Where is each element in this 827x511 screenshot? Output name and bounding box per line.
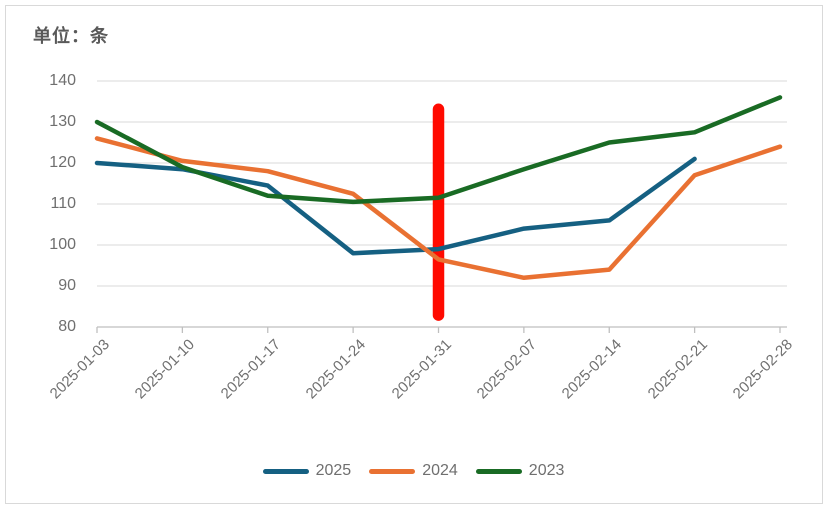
series-line-2025 xyxy=(94,156,697,256)
chart-title: 单位：条 xyxy=(33,26,109,46)
legend-swatch-2024 xyxy=(369,468,416,474)
legend-label: 2023 xyxy=(528,462,565,479)
legend-label: 2025 xyxy=(315,462,352,479)
legend-item-2025: 2025 xyxy=(262,462,352,480)
y-axis-label: 90 xyxy=(58,277,76,294)
y-axis-label: 140 xyxy=(49,72,76,89)
series-line-2023 xyxy=(94,95,783,205)
series-line-2024 xyxy=(94,136,783,281)
legend-item-2024: 2024 xyxy=(369,462,458,480)
y-axis-label: 80 xyxy=(58,318,76,335)
legend-item-2023: 2023 xyxy=(475,462,565,480)
y-axis-label: 130 xyxy=(49,113,76,130)
y-axis-label: 110 xyxy=(50,195,76,212)
legend: 2025 2024 2023 xyxy=(0,458,827,484)
y-axis-label: 120 xyxy=(49,154,76,171)
legend-swatch-2023 xyxy=(475,468,522,474)
chart-frame-border xyxy=(5,5,823,504)
y-axis-label: 100 xyxy=(49,236,76,253)
legend-swatch-2025 xyxy=(262,468,309,474)
legend-label: 2024 xyxy=(422,462,458,479)
